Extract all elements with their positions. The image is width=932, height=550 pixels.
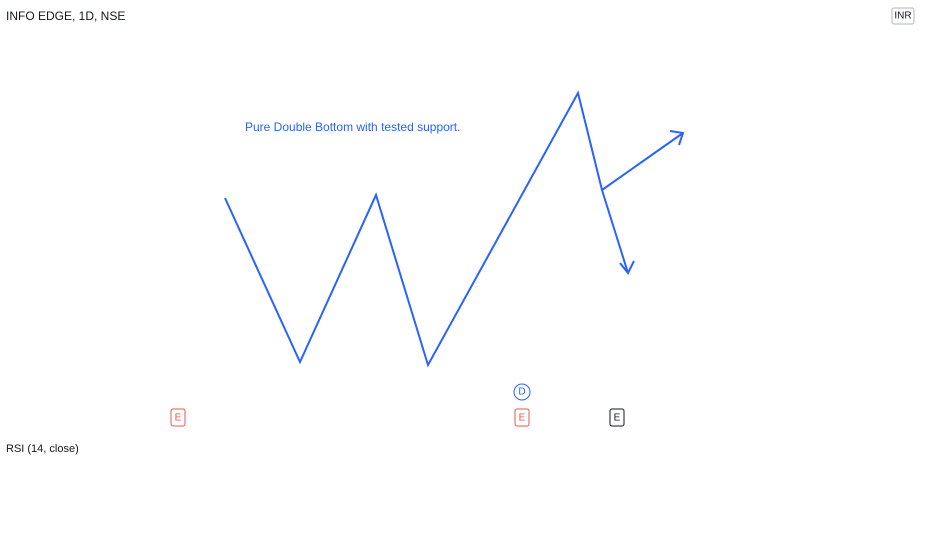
event-box[interactable] (514, 408, 530, 427)
dividend[interactable]: D (518, 387, 525, 398)
currency-box[interactable] (891, 7, 915, 25)
event-markers: E E E D (170, 383, 625, 427)
drawings (224, 90, 685, 368)
arrow-down (601, 189, 629, 274)
event-box[interactable] (609, 408, 625, 427)
currency[interactable]: INR (894, 11, 911, 22)
arrow-up (601, 132, 684, 191)
dividend-marker[interactable] (513, 383, 531, 401)
chart-title: INFO EDGE, 1D, NSE (6, 9, 125, 23)
event[interactable]: E (519, 413, 526, 424)
event[interactable]: E (175, 413, 182, 424)
zigzag (224, 90, 603, 368)
event-box[interactable] (170, 408, 186, 427)
arrow-down-head (619, 260, 635, 275)
rsi-title: RSI (14, close) (6, 443, 79, 455)
annotation: Pure Double Bottom with tested support. (245, 120, 460, 134)
arrow-up-head (669, 130, 685, 146)
event[interactable]: E (614, 413, 621, 424)
